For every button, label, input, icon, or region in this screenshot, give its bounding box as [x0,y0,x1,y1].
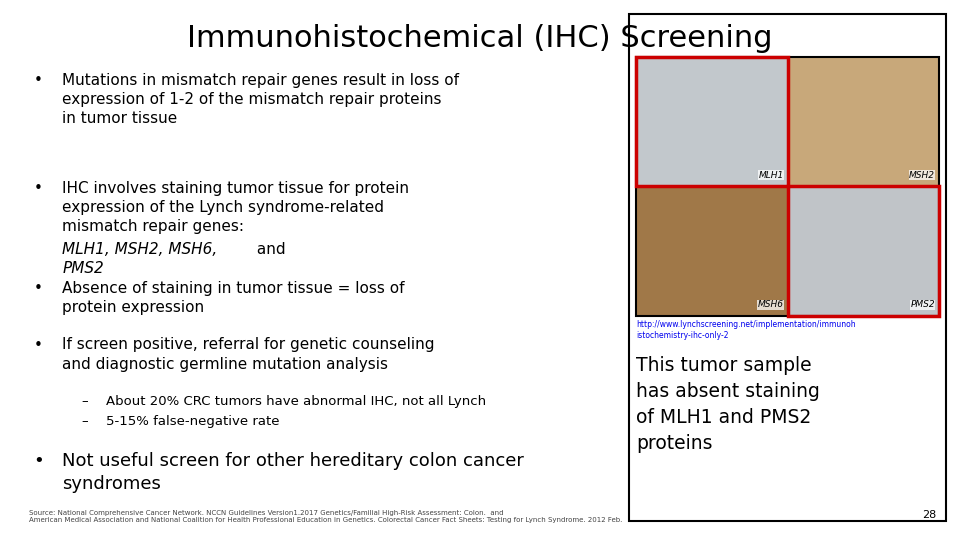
Bar [787,57,939,186]
Text: MLH1: MLH1 [758,171,783,180]
Text: •: • [34,73,42,88]
Text: MSH2: MSH2 [909,171,935,180]
Text: MLH1, MSH2, MSH6,: MLH1, MSH2, MSH6, [62,242,218,258]
Bar [636,57,787,186]
Text: –: – [82,395,88,408]
Text: –: – [82,415,88,428]
Text: •: • [34,181,42,196]
Text: 28: 28 [922,510,936,521]
Bar [636,186,787,316]
Text: IHC involves staining tumor tissue for protein
expression of the Lynch syndrome-: IHC involves staining tumor tissue for p… [62,181,409,234]
Text: http://www.lynchscreening.net/implementation/immunoh
istochemistry-ihc-only-2: http://www.lynchscreening.net/implementa… [636,320,856,340]
Text: •: • [34,338,42,353]
Text: •: • [34,281,42,296]
Text: MSH6: MSH6 [757,300,783,309]
Text: About 20% CRC tumors have abnormal IHC, not all Lynch: About 20% CRC tumors have abnormal IHC, … [106,395,486,408]
Text: •: • [34,452,44,470]
Text: Not useful screen for other hereditary colon cancer
syndromes: Not useful screen for other hereditary c… [62,452,524,493]
Text: PMS2: PMS2 [910,300,935,309]
Text: This tumor sample
has absent staining
of MLH1 and PMS2
proteins: This tumor sample has absent staining of… [636,356,821,453]
Bar [787,186,939,316]
Bar [629,14,946,521]
Text: If screen positive, referral for genetic counseling
and diagnostic germline muta: If screen positive, referral for genetic… [62,338,435,372]
Text: Mutations in mismatch repair genes result in loss of
expression of 1-2 of the mi: Mutations in mismatch repair genes resul… [62,73,460,126]
Text: Source: National Comprehensive Cancer Network. NCCN Guidelines Version1.2017 Gen: Source: National Comprehensive Cancer Ne… [29,510,622,523]
Bar [636,57,787,186]
Text: Absence of staining in tumor tissue = loss of
protein expression: Absence of staining in tumor tissue = lo… [62,281,405,315]
Bar [636,57,939,316]
Text: PMS2: PMS2 [62,261,104,276]
Text: and: and [252,242,286,258]
Text: 5-15% false-negative rate: 5-15% false-negative rate [106,415,279,428]
Bar [636,57,939,316]
Bar [787,186,939,316]
Text: Immunohistochemical (IHC) Screening: Immunohistochemical (IHC) Screening [187,24,773,53]
